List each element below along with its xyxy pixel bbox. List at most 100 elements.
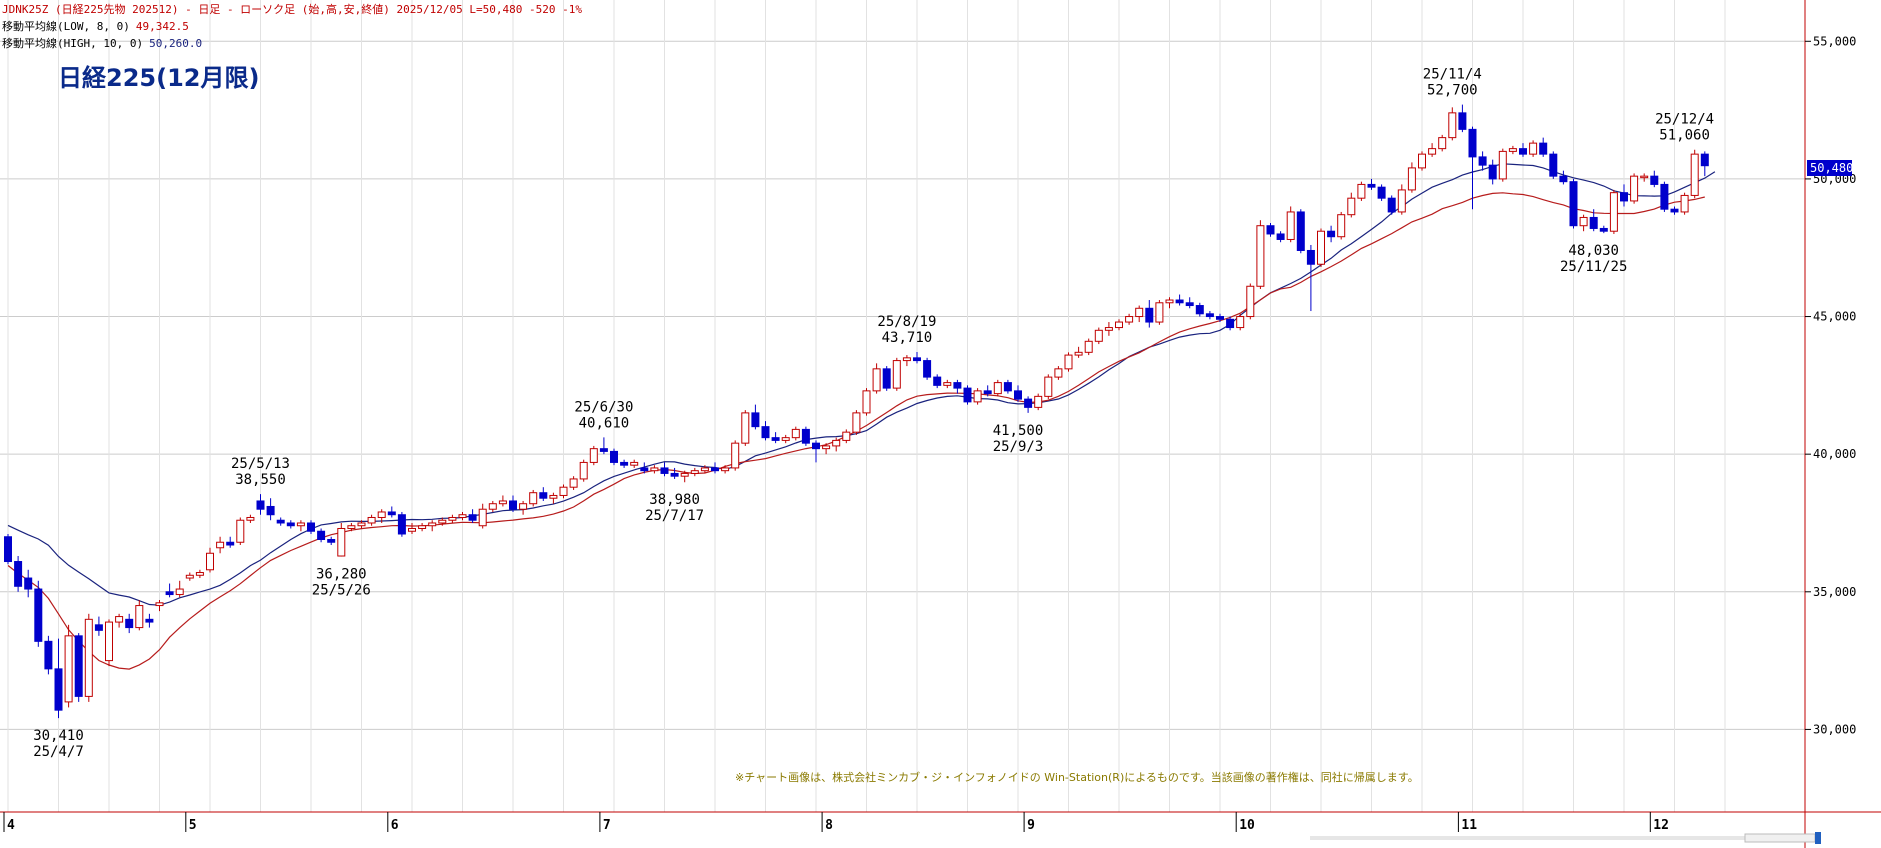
candle-body-up <box>832 439 841 447</box>
candle-body-down <box>94 624 103 631</box>
candle <box>206 547 214 573</box>
candle <box>1236 313 1245 331</box>
candle-body-up <box>1034 395 1043 408</box>
candle-body-up <box>1640 175 1649 179</box>
candle <box>1519 143 1527 157</box>
candle <box>4 533 12 565</box>
candle-body-up <box>357 522 366 527</box>
candle-body-up <box>700 467 709 472</box>
month-label: 7 <box>603 818 611 833</box>
annotation-text: 51,060 <box>1659 128 1710 144</box>
candle-body-down <box>1205 313 1214 318</box>
candle <box>84 613 93 702</box>
candle-body-down <box>1559 175 1568 183</box>
candle <box>1579 214 1588 232</box>
candle-body-up <box>1397 189 1406 213</box>
candle <box>620 459 629 468</box>
candle-body-up <box>589 448 598 463</box>
candle <box>448 514 457 523</box>
candle <box>1418 151 1426 171</box>
candle <box>1074 346 1083 358</box>
candle-body-down <box>24 577 33 590</box>
candle <box>286 520 295 529</box>
candle-body-down <box>1458 112 1467 130</box>
candle-body-down <box>226 541 235 546</box>
candle <box>1256 220 1265 290</box>
candle-body-down <box>397 514 406 535</box>
candle-body-down <box>1650 175 1659 185</box>
copyright-note: ※チャート画像は、株式会社ミンカブ・ジ・インフォノイドの Win-Station… <box>735 770 1419 784</box>
candle-body-up <box>549 494 558 499</box>
candle <box>1438 134 1447 152</box>
candle-body-up <box>559 486 568 496</box>
candle <box>468 509 477 523</box>
candle <box>185 572 194 581</box>
annotation-text: 25/5/13 <box>231 456 290 472</box>
candle <box>1014 385 1022 402</box>
candle-body-up <box>1064 354 1073 370</box>
candle-body-up <box>842 431 851 441</box>
candle-body-down <box>145 618 154 623</box>
header-symbol-line: JDNK25Z (日経225先物 202512) - 日足 - ローソク足 (始… <box>2 2 582 16</box>
candle-body-down <box>44 640 53 670</box>
candle <box>943 379 952 389</box>
candle <box>569 476 578 490</box>
candle-body-up <box>943 382 952 386</box>
candle-body-down <box>670 472 679 477</box>
candle <box>145 613 154 628</box>
candle <box>1529 140 1538 157</box>
candle-body-up <box>902 357 911 362</box>
candle <box>1205 311 1214 320</box>
candle-body-up <box>1448 112 1457 139</box>
candle-body-up <box>1579 216 1588 227</box>
candle-body-down <box>1185 302 1194 307</box>
candle <box>428 520 437 532</box>
candle <box>1306 244 1315 312</box>
candle <box>902 355 911 367</box>
candle <box>1397 184 1406 215</box>
candle-body-up <box>246 516 255 521</box>
candle-body-down <box>1003 382 1012 392</box>
candle <box>711 462 719 474</box>
candle-body-down <box>1327 230 1336 238</box>
candle <box>216 536 225 554</box>
candle <box>1559 170 1568 185</box>
candle <box>650 465 659 474</box>
candle <box>630 459 639 468</box>
month-label: 9 <box>1027 818 1035 833</box>
candle <box>660 462 669 477</box>
candle <box>1175 294 1184 306</box>
candle-body-down <box>620 461 629 466</box>
candle <box>529 489 538 507</box>
horizontal-scrollbar[interactable] <box>1310 832 1821 844</box>
candle-body-up <box>337 527 346 557</box>
candle-body-down <box>1367 183 1376 188</box>
candles <box>4 104 1709 719</box>
candle-body-down <box>4 536 12 563</box>
candle-body-up <box>135 605 144 629</box>
candle-body-down <box>711 467 719 472</box>
candle <box>1084 338 1093 356</box>
candle <box>1024 396 1033 413</box>
candle-body-down <box>14 561 23 587</box>
candle-body-up <box>296 522 305 527</box>
candle <box>1286 206 1295 243</box>
month-label: 12 <box>1653 818 1669 833</box>
candle <box>1145 300 1154 328</box>
annotation-text: 25/5/26 <box>312 583 371 599</box>
candle-body-up <box>155 602 164 607</box>
candle-body-up <box>680 472 689 477</box>
candle-body-down <box>953 382 962 389</box>
month-label: 10 <box>1239 818 1255 833</box>
candle-body-up <box>1044 376 1053 397</box>
candle-body-up <box>1104 327 1113 331</box>
candle <box>579 459 588 482</box>
candle-body-up <box>64 635 73 703</box>
candle <box>1135 305 1144 323</box>
candle-body-up <box>1347 197 1356 216</box>
candle-body-down <box>610 450 618 463</box>
